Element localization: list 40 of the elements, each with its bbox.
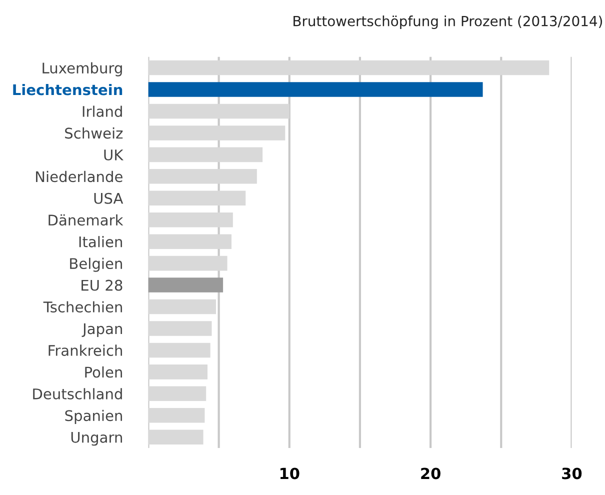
bar [148,190,246,206]
bar [148,60,550,76]
x-tick-label: 30 [562,468,582,480]
y-tick-label: Spanien [65,410,122,424]
y-tick-label: Deutschland [33,388,122,400]
x-tick-label: 10 [280,468,300,480]
y-tick-label: UK [104,150,124,160]
bar [148,342,210,358]
y-tick-label: USA [94,192,124,204]
bar [148,104,290,119]
y-tick-label: Japan [82,323,122,338]
bar [148,212,233,228]
bar [148,408,205,423]
y-tick-label: Belgien [70,258,122,272]
x-tick-label: 20 [421,468,440,480]
y-tick-label: Tschechien [43,301,122,313]
y-tick-label: Dänemark [48,214,124,226]
y-tick-label: Schweiz [65,127,123,139]
bar [148,430,204,444]
bar [148,169,257,184]
y-tick-label: EU 28 [82,280,122,291]
y-tick-label: Luxemburg [42,62,122,76]
y-tick-label: Frankreich [48,344,122,356]
bar [148,321,212,336]
bar [148,82,483,97]
y-tick-label: Liechtenstein [13,84,122,96]
bar [148,256,228,271]
bar [148,234,232,249]
bar [148,364,208,380]
y-tick-label: Italien [79,236,122,248]
y-tick-label: Polen [85,366,122,378]
bar [148,126,286,140]
y-tick-label: Ungarn [71,432,122,446]
bar [148,278,224,292]
chart-title: Bruttowertschöpfung in Prozent (2013/2014) [294,16,602,29]
y-tick-label: Irland [82,106,122,117]
bar [148,147,263,162]
bar [148,386,206,402]
bar [148,299,216,314]
y-tick-label: Niederlande [36,170,122,182]
